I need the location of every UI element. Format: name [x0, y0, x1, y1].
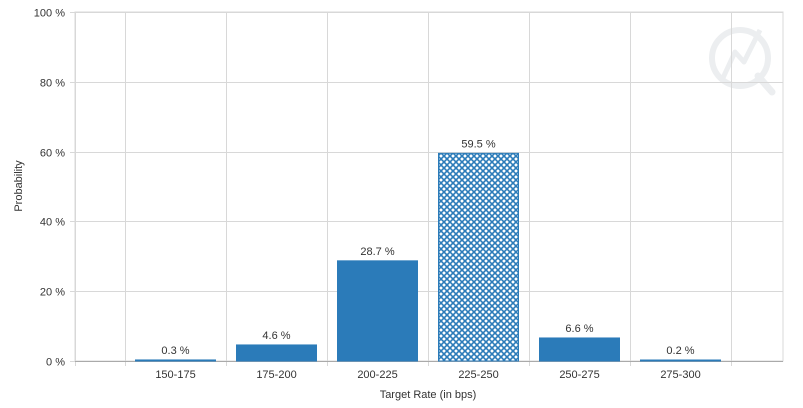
bar-225-250[interactable]: [438, 152, 519, 362]
bar-data-label: 0.3 %: [161, 345, 189, 357]
x-tick-label: 175-200: [256, 369, 296, 381]
bar-275-300[interactable]: [640, 359, 721, 362]
quikstrike-logo-icon: [709, 27, 776, 96]
x-tick-label: 150-175: [155, 369, 195, 381]
y-axis-title: Probability: [13, 160, 25, 212]
bar-200-225[interactable]: [337, 260, 418, 362]
bar-data-labels: 0.3 % 4.6 % 28.7 % 59.5 % 6.6 % 0.2 %: [161, 138, 694, 357]
bar-250-275[interactable]: [539, 337, 620, 362]
y-tick-label: 0 %: [46, 357, 65, 369]
bars: [135, 152, 721, 362]
x-axis-title: Target Rate (in bps): [380, 389, 477, 401]
bar-150-175[interactable]: [135, 359, 216, 362]
x-axis-ticks: 150-175 175-200 200-225 225-250 250-275 275-3…: [155, 369, 700, 381]
bar-data-label: 28.7 %: [360, 246, 394, 258]
y-tick-label: 60 %: [40, 148, 65, 160]
bar-data-label: 4.6 %: [262, 330, 290, 342]
y-tick-label: 40 %: [40, 217, 65, 229]
x-tick-label: 225-250: [458, 369, 498, 381]
bar-175-200[interactable]: [236, 344, 317, 362]
bar-data-label: 6.6 %: [565, 323, 593, 335]
bar-data-label: 0.2 %: [666, 345, 694, 357]
y-tick-label: 80 %: [40, 78, 65, 90]
y-axis-ticks: 0 % 20 % 40 % 60 % 80 % 100 %: [34, 8, 65, 369]
x-tick-label: 250-275: [559, 369, 599, 381]
x-tick-label: 200-225: [357, 369, 397, 381]
y-tick-label: 20 %: [40, 287, 65, 299]
bar-data-label: 59.5 %: [461, 138, 495, 150]
x-tick-label: 275-300: [660, 369, 700, 381]
y-tick-label: 100 %: [34, 8, 65, 20]
grid: [70, 11, 784, 366]
